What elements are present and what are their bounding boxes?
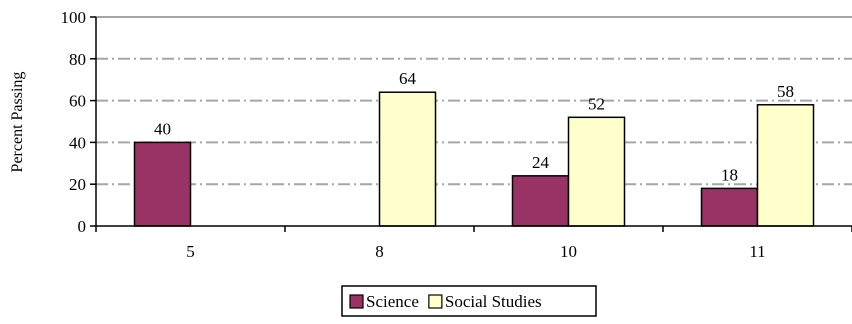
- bar-social-studies: [756, 104, 815, 227]
- y-axis-title: Percent Passing: [9, 72, 26, 173]
- bar-science: [700, 187, 759, 227]
- bar-science: [511, 175, 570, 227]
- data-labels: 40 64 24 52 18 58: [154, 69, 794, 184]
- y-tick-label: 0: [78, 217, 87, 236]
- legend-box: [341, 285, 597, 317]
- bar-social-studies: [378, 91, 437, 227]
- legend: Science Social Studies: [341, 285, 597, 317]
- data-label: 58: [777, 82, 794, 101]
- gridlines: [96, 16, 852, 186]
- data-label: 18: [721, 165, 738, 184]
- legend-label: Science: [366, 292, 419, 311]
- x-tick-label: 5: [186, 242, 195, 261]
- y-tick-label: 40: [69, 133, 86, 152]
- data-label: 40: [154, 119, 171, 138]
- y-tick-label: 60: [69, 92, 86, 111]
- data-label: 64: [399, 69, 417, 88]
- bar-science: [133, 141, 192, 227]
- data-label: 24: [532, 153, 550, 172]
- y-tick-label: 20: [69, 175, 86, 194]
- bars: [133, 91, 815, 227]
- y-tick-label: 80: [69, 50, 86, 69]
- bar-social-studies: [567, 116, 626, 227]
- x-tick-label: 8: [375, 242, 384, 261]
- legend-swatch: [349, 294, 364, 309]
- data-label: 52: [588, 94, 605, 113]
- legend-label: Social Studies: [445, 292, 542, 311]
- legend-swatch: [428, 294, 443, 309]
- y-tick-label: 100: [61, 8, 87, 27]
- x-tick-label: 10: [560, 242, 577, 261]
- x-tick-label: 11: [749, 242, 765, 261]
